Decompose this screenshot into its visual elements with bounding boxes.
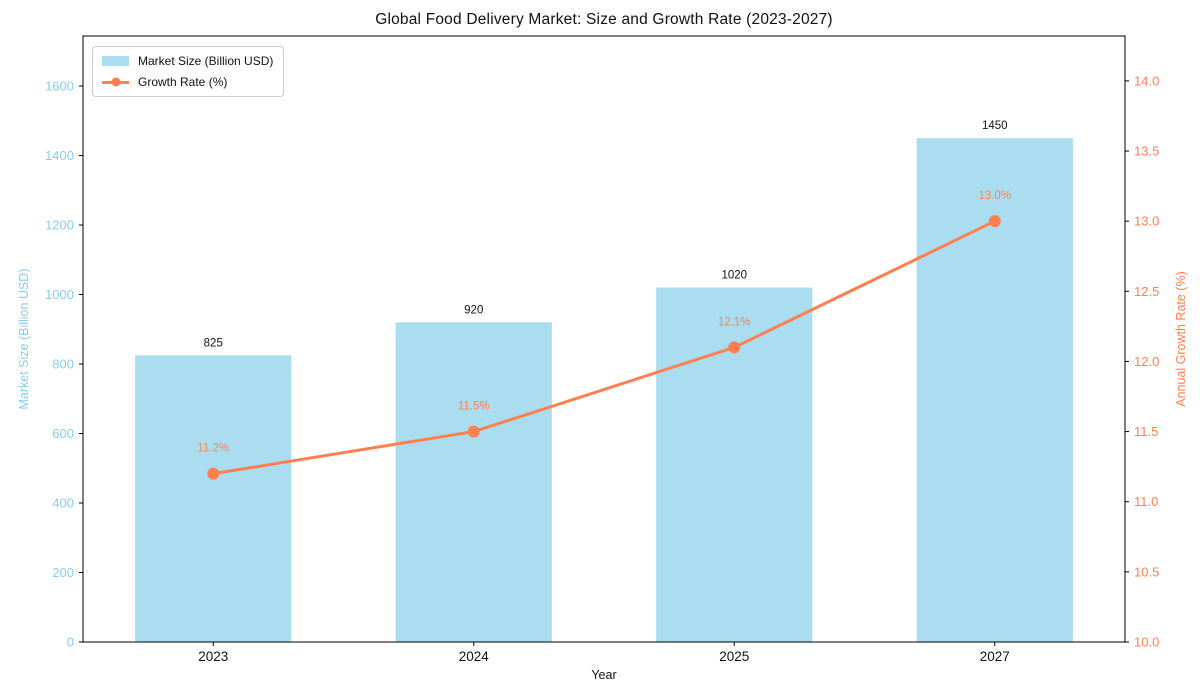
legend-label-growth-rate: Growth Rate (%) — [138, 75, 228, 89]
y-right-tick-label: 13.5 — [1134, 144, 1159, 159]
bar-2025 — [656, 287, 813, 642]
y-right-tick-label: 12.0 — [1134, 354, 1159, 369]
y-left-tick-label: 400 — [52, 496, 74, 511]
y-left-tick-label: 600 — [52, 426, 74, 441]
y-axis-title-left: Market Size (Billion USD) — [17, 268, 31, 410]
legend-item-market-size: Market Size (Billion USD) — [102, 54, 273, 68]
bar-value-label: 1020 — [721, 270, 747, 282]
chart-title: Global Food Delivery Market: Size and Gr… — [375, 11, 833, 28]
growth-value-label: 12.1% — [718, 316, 751, 328]
x-tick-label: 2027 — [980, 649, 1010, 664]
growth-value-label: 11.5% — [458, 401, 490, 413]
line-swatch-icon — [102, 77, 129, 87]
y-right-tick-label: 11.0 — [1134, 494, 1158, 509]
bar-2023 — [135, 355, 292, 642]
growth-marker — [207, 467, 220, 480]
growth-value-label: 11.2% — [197, 443, 229, 455]
y-left-tick-label: 1000 — [45, 287, 74, 302]
y-left-tick-label: 1200 — [45, 218, 74, 233]
y-left-tick-label: 0 — [67, 635, 74, 650]
y-right-tick-label: 13.0 — [1134, 214, 1159, 229]
y-right-tick-label: 11.5 — [1134, 424, 1158, 439]
y-right-tick-label: 10.0 — [1134, 635, 1159, 650]
bar-value-label: 1450 — [982, 120, 1008, 132]
y-axis-title-right: Annual Growth Rate (%) — [1174, 271, 1188, 407]
legend: Market Size (Billion USD) Growth Rate (%… — [92, 46, 285, 97]
legend-item-growth-rate: Growth Rate (%) — [102, 75, 273, 89]
growth-marker — [467, 425, 480, 438]
bar-2024 — [395, 322, 552, 642]
x-tick-label: 2024 — [459, 649, 490, 664]
x-tick-label: 2023 — [198, 649, 228, 664]
bar-value-label: 825 — [204, 337, 223, 349]
y-left-tick-label: 1400 — [45, 148, 74, 163]
growth-marker — [728, 341, 741, 354]
x-tick-label: 2025 — [719, 649, 749, 664]
y-right-tick-label: 12.5 — [1134, 284, 1159, 299]
y-left-tick-label: 800 — [52, 357, 74, 372]
y-left-tick-label: 1600 — [45, 79, 74, 94]
y-left-tick-label: 200 — [52, 565, 74, 580]
y-right-tick-label: 10.5 — [1134, 564, 1159, 579]
growth-marker — [988, 215, 1001, 228]
bar-value-label: 920 — [464, 304, 483, 316]
bar-2027 — [916, 138, 1073, 642]
growth-value-label: 13.0% — [978, 190, 1011, 202]
y-right-tick-label: 14.0 — [1134, 73, 1159, 88]
x-axis-title: Year — [591, 668, 617, 682]
growth-line — [213, 219, 996, 476]
legend-label-market-size: Market Size (Billion USD) — [138, 54, 274, 68]
bar-swatch-icon — [102, 56, 129, 66]
plot-border — [82, 35, 1126, 643]
